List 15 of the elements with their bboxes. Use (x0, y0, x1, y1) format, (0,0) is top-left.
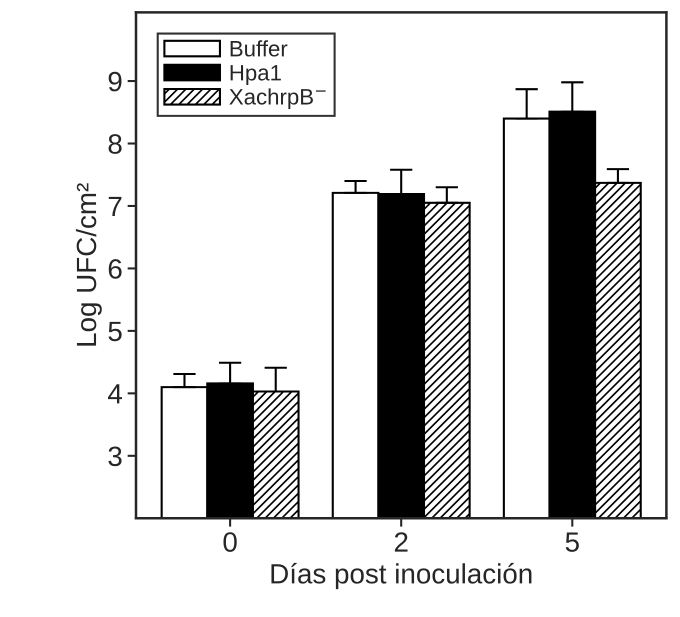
legend-label: Hpa1 (230, 65, 281, 85)
y-tick-label: 5 (108, 322, 122, 342)
x-tick-label: 2 (394, 532, 408, 552)
legend-label: XachrpB$^{−}$ (229, 88, 326, 110)
x-tick-label: 0 (223, 532, 237, 552)
y-tick-label: 8 (108, 134, 122, 154)
legend-label: Buffer (230, 40, 288, 57)
y-tick-label: 6 (108, 259, 122, 279)
y-tick-label: 4 (108, 384, 122, 404)
y-tick-label: 9 (108, 72, 122, 92)
y-axis-title: Log UFC/cm² (76, 183, 102, 346)
x-axis-title: Días post inoculación (271, 562, 532, 590)
y-tick-label: 3 (108, 446, 122, 466)
y-tick-label: 7 (108, 196, 122, 216)
x-tick-label: 5 (566, 532, 579, 552)
